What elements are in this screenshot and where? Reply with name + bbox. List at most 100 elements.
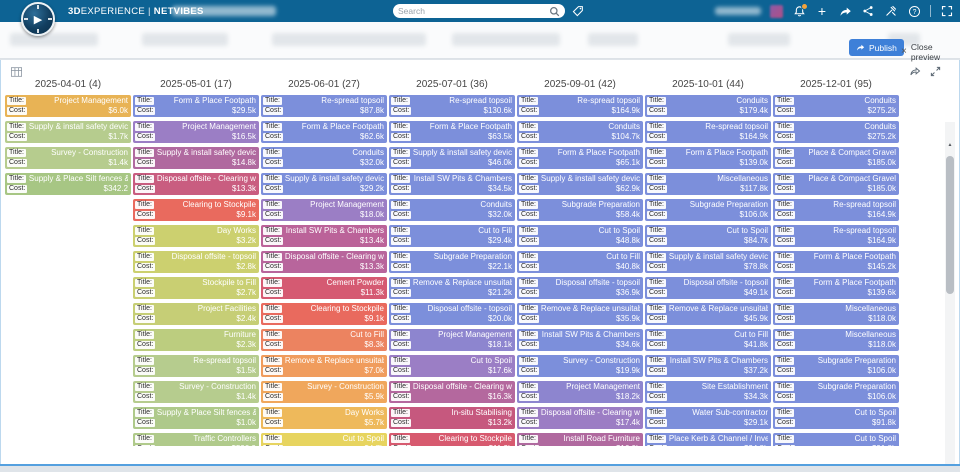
kanban-card[interactable]: Title: Subgrade Preparation Cost: $22.1k <box>389 251 515 273</box>
avatar[interactable] <box>770 4 783 18</box>
kanban-card[interactable]: Title:Place Kerb & Channel / InvertsCost… <box>645 433 771 446</box>
share-icon[interactable] <box>861 3 875 19</box>
kanban-card[interactable]: Title: Project Management Cost: $18.1k <box>389 329 515 351</box>
kanban-card[interactable]: Title: Form & Place Footpath Cost: $63.5k <box>389 121 515 143</box>
kanban-card[interactable]: Title: Install SW Pits & Chambers Cost: $34… <box>389 173 515 195</box>
kanban-card[interactable]: Title: Form & Place Footpath Cost: $139.0k <box>645 147 771 169</box>
redacted-tab[interactable] <box>10 33 98 46</box>
kanban-card[interactable]: Title: Subgrade Preparation Cost: $106.0k <box>773 355 899 377</box>
kanban-card[interactable]: Title: Re-spread topsoil Cost: $87.8k <box>261 95 387 117</box>
kanban-card[interactable]: Title: Form & Place Footpath Cost: $145.2k <box>773 251 899 273</box>
kanban-card[interactable]: Title: Subgrade Preparation Cost: $106.0k <box>645 199 771 221</box>
kanban-card[interactable]: Title: Disposal offsite - Clearing w... Co… <box>517 407 643 429</box>
kanban-card[interactable]: Title: Cement Powder Cost: $11.3k <box>261 277 387 299</box>
tools-icon[interactable] <box>884 3 898 19</box>
kanban-card[interactable]: Title: Supply & install safety devices Cos… <box>389 147 515 169</box>
kanban-card[interactable]: Title: Clearing to Stockpile Cost: $9.1k <box>261 303 387 325</box>
kanban-card[interactable]: Title: Remove & Replace unsuitable Cost: $4… <box>645 303 771 325</box>
kanban-card[interactable]: Title: Re-spread topsoil Cost: $1.5k <box>133 355 259 377</box>
kanban-card[interactable]: Title: Conduits Cost: $179.4k <box>645 95 771 117</box>
kanban-card[interactable]: Title: In-situ Stabilising Cost: $13.2k <box>389 407 515 429</box>
redacted-tab[interactable] <box>452 33 560 46</box>
redacted-tab[interactable] <box>272 33 426 46</box>
close-preview-button[interactable]: × Close preview <box>901 42 941 62</box>
add-button[interactable]: + <box>815 3 829 19</box>
kanban-card[interactable]: Title: Stockpile to Fill Cost: $2.7k <box>133 277 259 299</box>
kanban-card[interactable]: Title: Remove & Replace unsuitable Cost: $7… <box>261 355 387 377</box>
kanban-card[interactable]: Title: Disposal offsite - topsoil Cost: $20… <box>389 303 515 325</box>
kanban-card[interactable]: Title: Form & Place Footpath Cost: $139.6k <box>773 277 899 299</box>
kanban-card[interactable]: Title: Miscellaneous Cost: $118.0k <box>773 303 899 325</box>
kanban-card[interactable]: Title: Conduits Cost: $32.0k <box>261 147 387 169</box>
kanban-card[interactable]: Title: Conduits Cost: $32.0k <box>389 199 515 221</box>
kanban-card[interactable]: Title: Supply & Place Silt fences &... Cos… <box>5 173 131 195</box>
kanban-card[interactable]: Title: Form & Place Footpath Cost: $29.5k <box>133 95 259 117</box>
kanban-card[interactable]: Title: Miscellaneous Cost: $117.8k <box>645 173 771 195</box>
kanban-card[interactable]: Title: Supply & install safety devices Cos… <box>5 121 131 143</box>
kanban-card[interactable]: Title: Remove & Replace unsuitable Cost: $3… <box>517 303 643 325</box>
kanban-card[interactable]: Title: Project Management Cost: $16.5k <box>133 121 259 143</box>
kanban-card[interactable]: Title: Install SW Pits & Chambers Cost: $13… <box>261 225 387 247</box>
kanban-card[interactable]: Title: Project Facilities Cost: $2.4k <box>133 303 259 325</box>
export-arrow-icon[interactable] <box>909 66 921 77</box>
kanban-card[interactable]: Title: Project Management Cost: $18.2k <box>517 381 643 403</box>
kanban-card[interactable]: Title: Re-spread topsoil Cost: $164.9k <box>773 199 899 221</box>
3dexperience-compass-icon[interactable]: ▶ <box>21 2 55 36</box>
kanban-card[interactable]: Title: Disposal offsite - topsoil Cost: $49… <box>645 277 771 299</box>
kanban-card[interactable]: Title: Day Works Cost: $3.2k <box>133 225 259 247</box>
kanban-card[interactable]: Title: Re-spread topsoil Cost: $164.9k <box>517 95 643 117</box>
kanban-card[interactable]: Title: Water Sub-contractor Cost: $29.1k <box>645 407 771 429</box>
kanban-card[interactable]: Title: Supply & install safety devices Cos… <box>645 251 771 273</box>
forward-arrow-icon[interactable] <box>838 3 852 19</box>
kanban-card[interactable]: Title: Re-spread topsoil Cost: $164.9k <box>645 121 771 143</box>
kanban-card[interactable]: Title: Subgrade Preparation Cost: $58.4k <box>517 199 643 221</box>
fullscreen-icon[interactable] <box>940 3 954 19</box>
kanban-card[interactable]: Title: Disposal offsite - topsoil Cost: $36… <box>517 277 643 299</box>
kanban-card[interactable]: Title: Survey - Construction Cost: $5.9k <box>261 381 387 403</box>
kanban-card[interactable]: Title: Disposal offsite - Clearing w... Co… <box>133 173 259 195</box>
kanban-card[interactable]: Title: Supply & install safety devices Cos… <box>261 173 387 195</box>
kanban-card[interactable]: Title: Re-spread topsoil Cost: $130.6k <box>389 95 515 117</box>
publish-button[interactable]: Publish <box>849 39 904 56</box>
kanban-card[interactable]: Title:Traffic ControllersCost:$590.9 <box>133 433 259 446</box>
kanban-card[interactable]: Title: Place & Compact Gravel Cost: $185.0k <box>773 173 899 195</box>
kanban-card[interactable]: Title: Re-spread topsoil Cost: $164.9k <box>773 225 899 247</box>
notifications-button[interactable] <box>792 3 808 19</box>
kanban-card[interactable]: Title: Miscellaneous Cost: $118.0k <box>773 329 899 351</box>
kanban-card[interactable]: Title: Place & Compact Gravel Cost: $185.0k <box>773 147 899 169</box>
kanban-card[interactable]: Title: Site Establishment Cost: $34.3k <box>645 381 771 403</box>
kanban-card[interactable]: Title: Survey - Construction Cost: $1.4k <box>133 381 259 403</box>
kanban-card[interactable]: Title: Remove & Replace unsuitable Cost: $2… <box>389 277 515 299</box>
redacted-tab[interactable] <box>588 33 638 46</box>
kanban-card[interactable]: Title: Cut to Spoil Cost: $17.6k <box>389 355 515 377</box>
kanban-card[interactable]: Title: Cut to Fill Cost: $41.8k <box>645 329 771 351</box>
kanban-card[interactable]: Title: Supply & Place Silt fences &... Cos… <box>133 407 259 429</box>
vertical-scrollbar[interactable]: ▲ ▼ <box>945 122 955 464</box>
kanban-card[interactable]: Title: Clearing to Stockpile Cost: $9.1k <box>133 199 259 221</box>
kanban-card[interactable]: Title: Supply & install safety devices Cos… <box>517 173 643 195</box>
redacted-tab[interactable] <box>728 33 790 46</box>
expand-icon[interactable] <box>930 66 941 77</box>
search-input[interactable] <box>398 6 549 16</box>
kanban-card[interactable]: Title: Disposal offsite - Clearing w... Co… <box>261 251 387 273</box>
tag-icon[interactable] <box>572 5 584 17</box>
help-button[interactable]: ? <box>907 3 921 19</box>
kanban-card[interactable]: Title: Disposal offsite - topsoil Cost: $2.… <box>133 251 259 273</box>
kanban-card[interactable]: Title: Disposal offsite - Clearing w... Co… <box>389 381 515 403</box>
kanban-card[interactable]: Title: Day Works Cost: $5.7k <box>261 407 387 429</box>
scrollbar-thumb[interactable] <box>946 156 954 294</box>
kanban-card[interactable]: Title: Conduits Cost: $275.2k <box>773 95 899 117</box>
kanban-card[interactable]: Title: Form & Place Footpath Cost: $62.6k <box>261 121 387 143</box>
kanban-card[interactable]: Title: Cut to Fill Cost: $40.8k <box>517 251 643 273</box>
redacted-tab[interactable] <box>142 33 228 46</box>
kanban-card[interactable]: Title: Conduits Cost: $104.7k <box>517 121 643 143</box>
kanban-card[interactable]: Title: Cut to Spoil Cost: $48.8k <box>517 225 643 247</box>
kanban-card[interactable]: Title: Supply & install safety devices Cos… <box>133 147 259 169</box>
kanban-card[interactable]: Title: Cut to Fill Cost: $8.3k <box>261 329 387 351</box>
kanban-card[interactable]: Title: Conduits Cost: $275.2k <box>773 121 899 143</box>
kanban-card[interactable]: Title: Install SW Pits & Chambers Cost: $34… <box>517 329 643 351</box>
